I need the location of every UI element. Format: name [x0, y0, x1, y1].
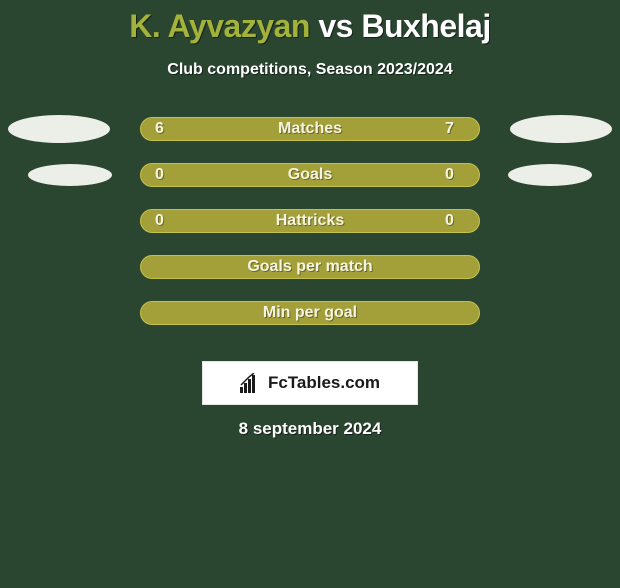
stat-label: Goals [141, 166, 479, 184]
stat-pill-gpm: Goals per match [140, 255, 480, 279]
stat-pill-matches: 6 Matches 7 [140, 117, 480, 141]
player2-disc-goals [508, 164, 592, 186]
player1-disc-matches [8, 115, 110, 143]
source-badge[interactable]: FcTables.com [202, 361, 418, 405]
stat-row-gpm: Goals per match [0, 255, 620, 301]
stat-label: Min per goal [141, 304, 479, 322]
stat-label: Goals per match [141, 258, 479, 276]
date-text: 8 september 2024 [0, 419, 620, 439]
player1-name: K. Ayvazyan [129, 8, 310, 44]
player2-disc-matches [510, 115, 612, 143]
stat-label: Matches [141, 120, 479, 138]
stat-pill-mpg: Min per goal [140, 301, 480, 325]
page-title: K. Ayvazyan vs Buxhelaj [0, 8, 620, 45]
stats-container: 6 Matches 7 0 Goals 0 0 Hattricks 0 Goal… [0, 117, 620, 347]
stat-label: Hattricks [141, 212, 479, 230]
subtitle: Club competitions, Season 2023/2024 [0, 61, 620, 79]
stat-row-hattricks: 0 Hattricks 0 [0, 209, 620, 255]
vs-text: vs [318, 8, 353, 44]
stat-row-mpg: Min per goal [0, 301, 620, 347]
stat-row-goals: 0 Goals 0 [0, 163, 620, 209]
stat-row-matches: 6 Matches 7 [0, 117, 620, 163]
badge-text: FcTables.com [268, 373, 380, 393]
chart-icon [240, 373, 262, 393]
player2-name: Buxhelaj [361, 8, 490, 44]
stat-pill-goals: 0 Goals 0 [140, 163, 480, 187]
player1-disc-goals [28, 164, 112, 186]
stat-pill-hattricks: 0 Hattricks 0 [140, 209, 480, 233]
